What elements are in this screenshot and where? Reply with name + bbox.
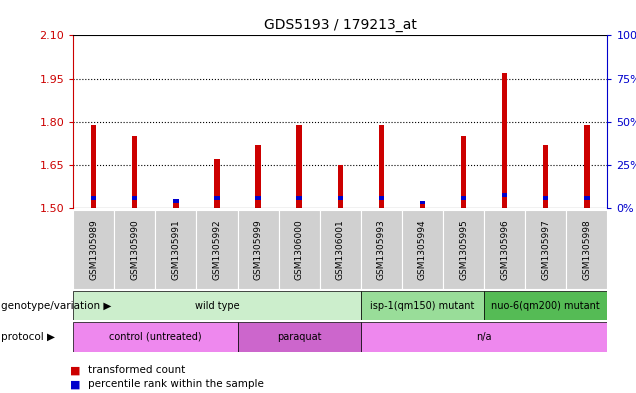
- Text: GSM1305995: GSM1305995: [459, 219, 468, 280]
- Bar: [584, 196, 590, 200]
- Bar: [361, 322, 607, 352]
- Text: GSM1305989: GSM1305989: [89, 219, 98, 280]
- Bar: [484, 210, 525, 289]
- Text: GSM1305998: GSM1305998: [583, 219, 591, 280]
- Bar: [256, 145, 261, 208]
- Bar: [132, 136, 137, 208]
- Bar: [584, 125, 590, 208]
- Bar: [237, 210, 279, 289]
- Bar: [361, 210, 402, 289]
- Text: GSM1305994: GSM1305994: [418, 219, 427, 280]
- Bar: [91, 196, 97, 200]
- Bar: [461, 136, 466, 208]
- Bar: [132, 196, 137, 200]
- Text: ■: ■: [70, 365, 81, 375]
- Text: genotype/variation ▶: genotype/variation ▶: [1, 301, 112, 310]
- Bar: [566, 210, 607, 289]
- Text: GSM1305997: GSM1305997: [541, 219, 550, 280]
- Bar: [296, 125, 302, 208]
- Bar: [543, 196, 548, 200]
- Bar: [484, 291, 607, 320]
- Bar: [338, 196, 343, 200]
- Bar: [402, 210, 443, 289]
- Text: protocol ▶: protocol ▶: [1, 332, 55, 342]
- Bar: [237, 322, 361, 352]
- Bar: [197, 210, 237, 289]
- Bar: [73, 322, 237, 352]
- Text: GSM1306000: GSM1306000: [294, 219, 303, 280]
- Text: isp-1(qm150) mutant: isp-1(qm150) mutant: [370, 301, 474, 310]
- Bar: [543, 145, 548, 208]
- Bar: [378, 125, 384, 208]
- Bar: [461, 196, 466, 200]
- Text: ■: ■: [70, 379, 81, 389]
- Bar: [502, 73, 508, 208]
- Text: GSM1305996: GSM1305996: [500, 219, 509, 280]
- Bar: [338, 165, 343, 208]
- Bar: [502, 193, 508, 197]
- Bar: [173, 199, 179, 203]
- Text: wild type: wild type: [195, 301, 239, 310]
- Text: GSM1305992: GSM1305992: [212, 219, 221, 280]
- Text: n/a: n/a: [476, 332, 492, 342]
- Bar: [173, 202, 179, 208]
- Text: percentile rank within the sample: percentile rank within the sample: [88, 379, 264, 389]
- Bar: [525, 210, 566, 289]
- Bar: [279, 210, 320, 289]
- Text: control (untreated): control (untreated): [109, 332, 202, 342]
- Bar: [420, 202, 425, 208]
- Bar: [91, 125, 97, 208]
- Bar: [320, 210, 361, 289]
- Text: GSM1306001: GSM1306001: [336, 219, 345, 280]
- Text: paraquat: paraquat: [277, 332, 321, 342]
- Title: GDS5193 / 179213_at: GDS5193 / 179213_at: [264, 18, 417, 31]
- Bar: [361, 291, 484, 320]
- Bar: [214, 159, 219, 208]
- Bar: [420, 200, 425, 204]
- Text: GSM1305990: GSM1305990: [130, 219, 139, 280]
- Bar: [214, 196, 219, 200]
- Text: GSM1305999: GSM1305999: [254, 219, 263, 280]
- Bar: [443, 210, 484, 289]
- Text: nuo-6(qm200) mutant: nuo-6(qm200) mutant: [492, 301, 600, 310]
- Bar: [296, 196, 302, 200]
- Text: GSM1305991: GSM1305991: [171, 219, 181, 280]
- Bar: [73, 291, 361, 320]
- Bar: [73, 210, 114, 289]
- Text: transformed count: transformed count: [88, 365, 185, 375]
- Bar: [155, 210, 197, 289]
- Bar: [114, 210, 155, 289]
- Bar: [256, 196, 261, 200]
- Bar: [378, 196, 384, 200]
- Text: GSM1305993: GSM1305993: [377, 219, 386, 280]
